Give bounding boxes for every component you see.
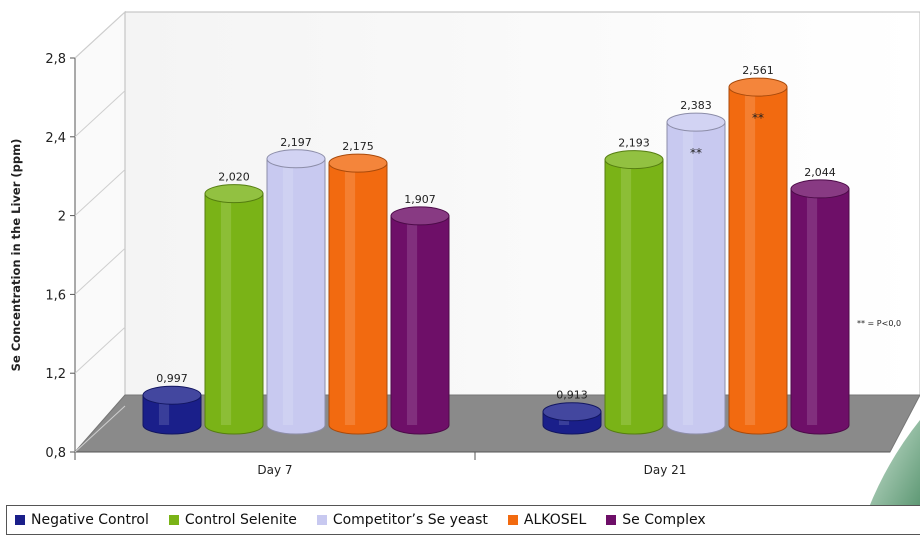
bar: 2,175 — [328, 140, 388, 435]
y-depth-line — [74, 405, 126, 453]
bar-value-label: 0,913 — [556, 389, 588, 402]
bar: 2,193 — [604, 137, 664, 435]
legend-swatch — [15, 515, 25, 525]
bar-highlight — [620, 159, 632, 426]
y-tick-label: 0,8 — [45, 446, 66, 461]
x-category-label: Day 21 — [644, 463, 687, 477]
y-tick-label: 2,4 — [45, 131, 66, 146]
bar: 2,197 — [266, 136, 326, 435]
bar-value-label: 2,044 — [804, 166, 836, 179]
bar-top — [204, 184, 264, 204]
footnote: ** = P<0,0 — [857, 319, 901, 328]
bar-top — [604, 150, 664, 170]
significance-mark: ** — [690, 146, 702, 160]
bar-highlight — [806, 188, 818, 425]
legend: Negative Control Control Selenite Competit… — [6, 505, 920, 535]
bar-highlight — [406, 215, 418, 425]
bar-value-label: 2,561 — [742, 64, 774, 77]
bar-body — [666, 121, 726, 435]
bar-value-label: 2,020 — [218, 171, 250, 184]
legend-label: ALKOSEL — [523, 512, 587, 528]
bar: 0,913 — [542, 389, 602, 435]
bar-value-label: 2,193 — [618, 137, 650, 150]
bar: 2,044 — [790, 166, 850, 435]
bar-highlight — [744, 87, 756, 425]
legend-item: Control Selenite — [168, 512, 297, 528]
bar: 2,561 — [728, 64, 788, 435]
legend-label: Competitor’s Se yeast — [332, 512, 488, 528]
y-tick-label: 2 — [58, 210, 66, 225]
y-tick-label: 2,8 — [45, 52, 66, 67]
y-tick-label: 1,2 — [45, 367, 66, 382]
bar: 0,997 — [142, 372, 202, 435]
bar: 2,383 — [666, 99, 726, 435]
legend-item: Negative Control — [15, 512, 149, 528]
bar-highlight — [344, 163, 356, 425]
bar-value-label: 2,175 — [342, 140, 374, 153]
bar-value-label: 1,907 — [404, 193, 436, 206]
legend-item: Se Complex — [606, 512, 706, 528]
bar-body — [790, 188, 850, 435]
left-wall — [74, 10, 126, 454]
bar-top — [790, 179, 850, 199]
x-category-label: Day 7 — [257, 463, 292, 477]
legend-label: Se Complex — [622, 512, 706, 528]
bar-body — [204, 193, 264, 435]
bar-highlight — [682, 122, 694, 426]
bar-top — [266, 149, 326, 169]
y-depth-line — [74, 169, 126, 216]
y-axis-label: Se Concentration in the Liver (ppm) — [9, 139, 23, 372]
legend-swatch — [507, 515, 518, 525]
legend-swatch — [316, 515, 327, 525]
bar-top — [328, 153, 388, 173]
bar-value-label: 0,997 — [156, 372, 188, 385]
y-depth-line — [74, 11, 126, 59]
legend-label: Negative Control — [31, 512, 149, 528]
y-depth-line — [74, 326, 126, 374]
bar: 1,907 — [390, 193, 450, 435]
legend-item: ALKOSEL — [507, 512, 587, 528]
bar-body — [390, 215, 450, 435]
y-depth-line — [74, 90, 126, 138]
bar-top — [666, 112, 726, 132]
bar-highlight — [282, 158, 294, 425]
bar-highlight — [220, 193, 232, 425]
significance-mark: ** — [752, 111, 764, 125]
bar-value-label: 2,197 — [280, 136, 312, 149]
corner-decoration — [860, 420, 920, 532]
legend-swatch — [606, 515, 617, 525]
bar-top — [542, 402, 602, 422]
bar-value-label: 2,383 — [680, 99, 712, 112]
bar: 2,020 — [204, 171, 264, 435]
legend-label: Control Selenite — [184, 512, 297, 528]
bar-body — [604, 159, 664, 435]
y-depth-line — [74, 248, 126, 295]
y-tick-label: 1,6 — [45, 288, 66, 303]
bar-top — [390, 206, 450, 226]
bar-body — [266, 158, 326, 435]
bar-top — [142, 385, 202, 405]
bar-body — [328, 162, 388, 435]
bar-body — [142, 394, 202, 435]
bar-top — [728, 77, 788, 97]
bar-highlight — [158, 395, 170, 425]
bar-body — [728, 86, 788, 435]
legend-item: Competitor’s Se yeast — [316, 512, 488, 528]
legend-swatch — [168, 515, 179, 525]
